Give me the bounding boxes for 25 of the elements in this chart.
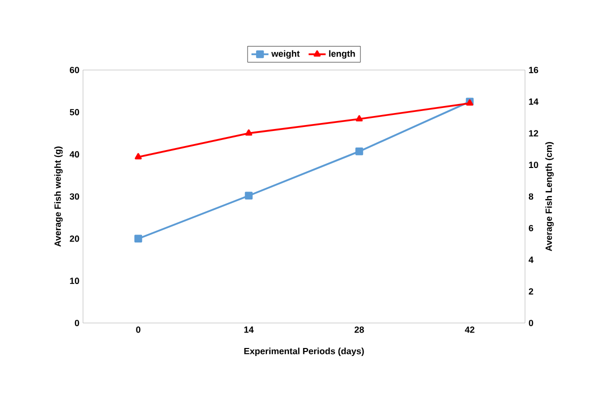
y2-tick-label: 0: [528, 320, 534, 326]
x-tick-label: 42: [464, 326, 474, 333]
x-tick-label: 28: [354, 326, 364, 333]
legend-label: length: [329, 50, 355, 59]
y2-tick-label: 6: [528, 224, 534, 232]
y2-tick-label: 12: [529, 130, 538, 136]
y2-tick-label: 10: [529, 162, 538, 168]
y-axis-title: Average Fish weight (g): [54, 146, 63, 247]
legend-label: weight: [271, 50, 300, 59]
x-tick-label: 14: [244, 326, 254, 333]
y-tick-label: 40: [70, 151, 80, 158]
x-tick-label: 0: [136, 326, 140, 333]
y-tick-label: 20: [70, 235, 80, 242]
y2-tick-label: 8: [528, 193, 534, 200]
y-tick-label: 60: [70, 66, 80, 74]
y-tick-label: 50: [70, 108, 80, 116]
y-tick-label: 10: [70, 278, 80, 284]
y-tick-label: 0: [74, 320, 80, 326]
y2-axis-title: Average Fish Length (cm): [545, 142, 554, 252]
x-axis-title: Experimental Periods (days): [244, 348, 364, 356]
y2-tick-label: 16: [529, 66, 538, 74]
y-tick-label: 30: [70, 193, 80, 200]
y2-tick-label: 2: [528, 288, 534, 295]
y2-tick-label: 14: [529, 98, 538, 105]
y2-tick-label: 4: [528, 256, 534, 263]
